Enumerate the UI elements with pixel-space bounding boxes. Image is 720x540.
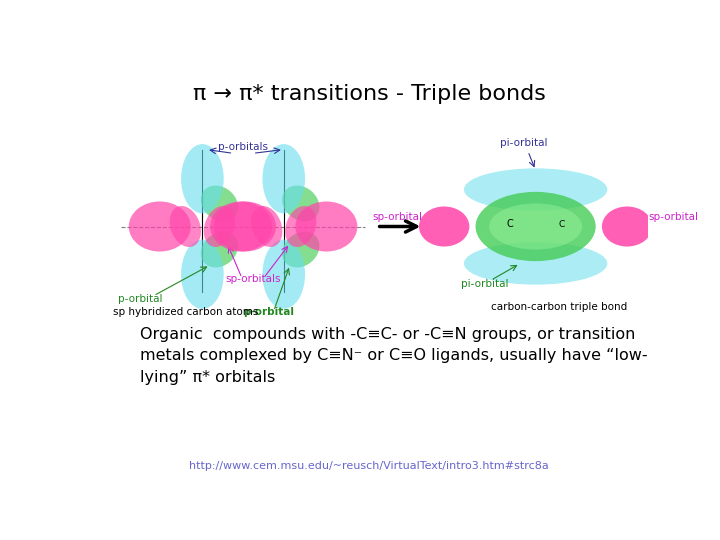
Ellipse shape (464, 168, 607, 211)
Text: sp-orbital: sp-orbital (649, 212, 698, 222)
Ellipse shape (210, 201, 272, 252)
Ellipse shape (476, 192, 595, 261)
Text: C: C (507, 219, 513, 229)
Ellipse shape (204, 206, 235, 247)
Ellipse shape (181, 144, 224, 213)
Text: p-orbitals: p-orbitals (217, 141, 268, 152)
Ellipse shape (489, 204, 582, 249)
Text: π → π* transitions - Triple bonds: π → π* transitions - Triple bonds (192, 84, 546, 104)
Text: pi-orbital: pi-orbital (500, 138, 548, 147)
Ellipse shape (464, 242, 607, 285)
Ellipse shape (282, 186, 320, 221)
Text: p-orbital: p-orbital (243, 307, 294, 317)
Ellipse shape (181, 240, 224, 309)
Ellipse shape (602, 206, 652, 247)
Ellipse shape (419, 206, 469, 247)
Ellipse shape (170, 206, 201, 247)
Ellipse shape (285, 206, 316, 247)
Text: p-orbital: p-orbital (118, 294, 163, 304)
Text: Organic  compounds with -C≡C- or -C≡N groups, or transition
metals complexed by : Organic compounds with -C≡C- or -C≡N gro… (140, 327, 648, 385)
Text: pi-orbital: pi-orbital (462, 279, 509, 288)
Text: sp-orbital: sp-orbital (373, 212, 423, 222)
Ellipse shape (214, 201, 276, 252)
Ellipse shape (201, 186, 238, 221)
Ellipse shape (262, 144, 305, 213)
Ellipse shape (282, 232, 320, 267)
Text: sp-orbitals: sp-orbitals (225, 274, 281, 284)
Ellipse shape (201, 232, 238, 267)
Text: http://www.cem.msu.edu/~reusch/VirtualText/intro3.htm#strc8a: http://www.cem.msu.edu/~reusch/VirtualTe… (189, 461, 549, 470)
Text: sp hybridized carbon atoms: sp hybridized carbon atoms (113, 307, 258, 317)
Ellipse shape (295, 201, 357, 252)
Text: carbon-carbon triple bond: carbon-carbon triple bond (491, 302, 627, 312)
Text: C: C (558, 220, 564, 229)
Ellipse shape (262, 240, 305, 309)
Ellipse shape (251, 206, 282, 247)
Ellipse shape (129, 201, 191, 252)
